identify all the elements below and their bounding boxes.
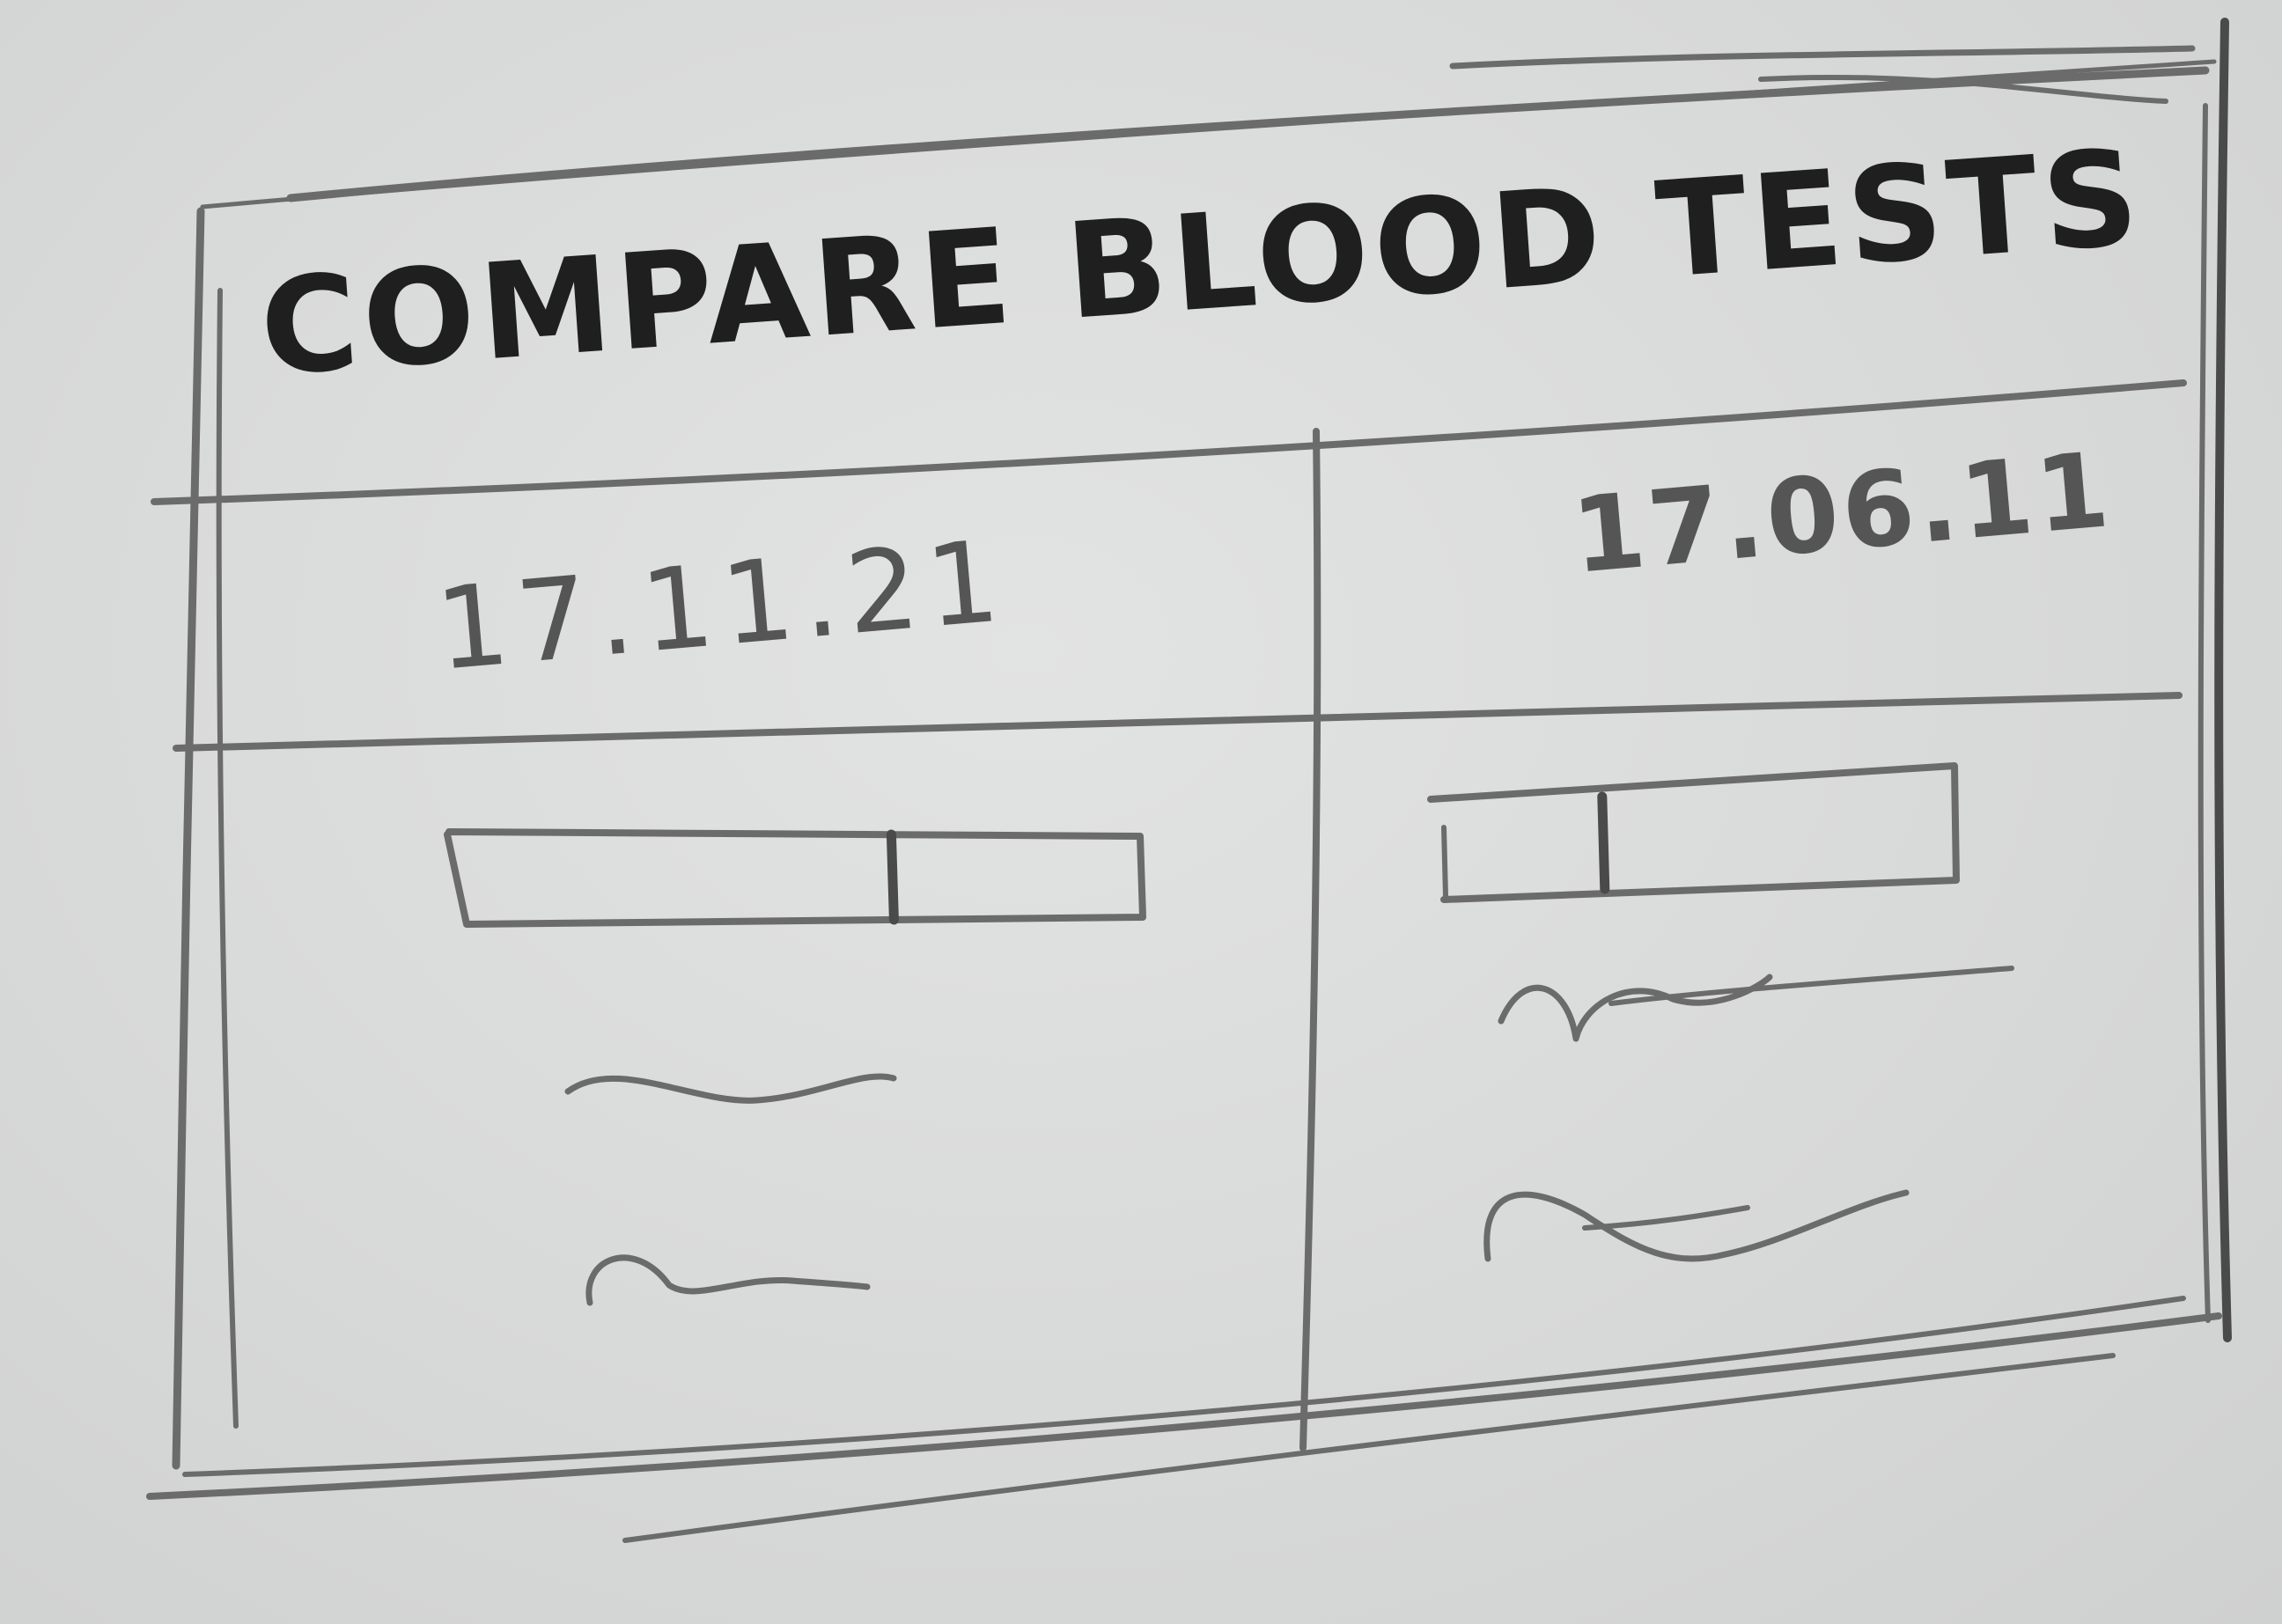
test-date-left: 17.11.21 bbox=[431, 516, 1013, 696]
placeholder-line-2-right bbox=[1483, 1189, 1910, 1262]
test-date-right: 17.06.11 bbox=[1567, 429, 2116, 597]
header-divider bbox=[151, 379, 2187, 505]
column-divider bbox=[1299, 428, 1321, 1451]
placeholder-line-1-right bbox=[1498, 974, 1773, 1042]
test-column-right[interactable]: 17.06.11 bbox=[1427, 429, 2116, 1262]
placeholder-line-1b-right bbox=[1608, 966, 2014, 1006]
range-marker-right bbox=[1597, 791, 1610, 894]
range-bar-left bbox=[444, 828, 1146, 928]
range-marker-left bbox=[886, 829, 899, 925]
placeholder-line-2b-right bbox=[1582, 1205, 1750, 1231]
date-row-divider bbox=[173, 692, 2183, 752]
range-bar-right bbox=[1427, 762, 1960, 903]
window-frame bbox=[146, 18, 2232, 1543]
test-column-left[interactable]: 17.11.21 bbox=[431, 516, 1146, 1306]
placeholder-line-2-left bbox=[585, 1254, 871, 1306]
title-area: COMPARE BLOOD TESTS bbox=[255, 121, 2148, 406]
placeholder-line-1-left bbox=[564, 1073, 897, 1104]
page-title: COMPARE BLOOD TESTS bbox=[255, 121, 2148, 406]
